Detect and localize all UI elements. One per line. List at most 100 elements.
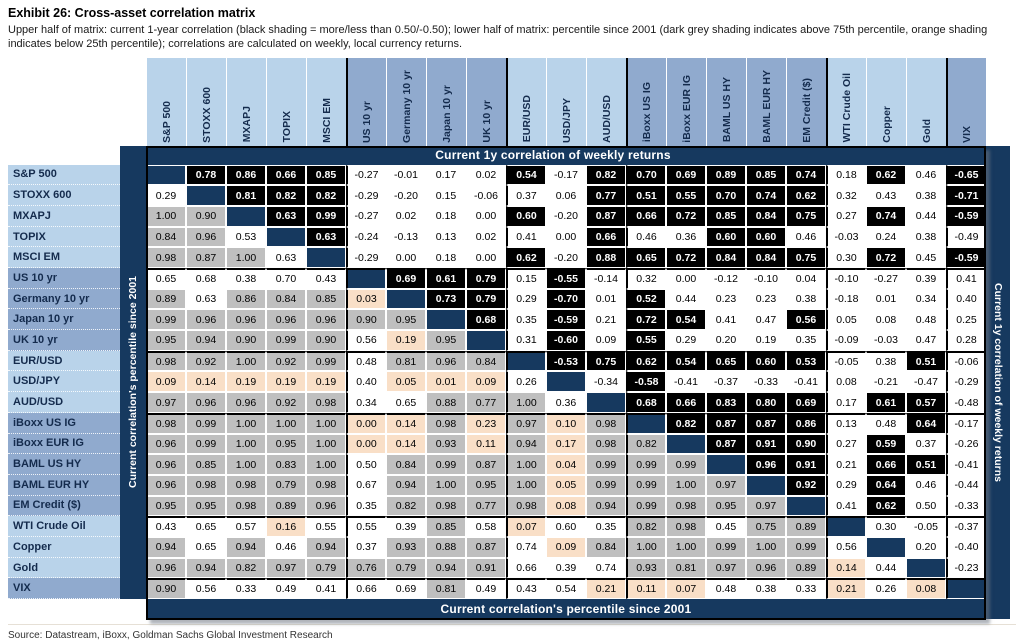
matrix-cell: 0.85 [426, 516, 466, 537]
matrix-cell: 0.37 [346, 536, 386, 558]
row-label: BAML EUR HY [8, 474, 120, 496]
matrix-cell: 0.92 [266, 392, 306, 413]
matrix-cell: 0.68 [626, 392, 666, 413]
matrix-cell: 0.77 [466, 392, 506, 413]
matrix-cell: 0.84 [466, 350, 506, 372]
matrix-cell: 0.97 [746, 495, 786, 517]
matrix-cell: 0.91 [786, 454, 826, 475]
matrix-cell: 0.99 [626, 495, 666, 517]
matrix-cell: 0.96 [226, 309, 266, 331]
matrix-cell: 0.15 [426, 185, 466, 206]
matrix-cell: 0.09 [146, 371, 186, 393]
matrix-cell: 1.00 [226, 433, 266, 455]
column-header-label: EUR/USD [521, 95, 533, 143]
matrix-cell: 0.84 [746, 247, 786, 269]
matrix-cell: -0.10 [746, 268, 786, 289]
matrix-cell: 0.80 [746, 392, 786, 413]
matrix-cell: 0.56 [346, 330, 386, 351]
matrix-cell: 0.97 [706, 474, 746, 496]
matrix-cell: 0.66 [346, 578, 386, 600]
matrix-cell: 0.36 [546, 392, 586, 413]
matrix-cell-diagonal [266, 226, 306, 248]
column-header: iBoxx EUR IG [666, 57, 706, 146]
matrix-cell: 0.64 [866, 474, 906, 496]
matrix-cell: -0.59 [946, 205, 986, 227]
matrix-cell: 0.43 [146, 516, 186, 537]
matrix-cell: 0.41 [506, 226, 546, 248]
matrix-cell: 0.74 [746, 185, 786, 206]
matrix-cell: -0.26 [946, 433, 986, 455]
matrix-cell: 0.08 [826, 371, 866, 393]
matrix-cell: 0.79 [266, 474, 306, 496]
matrix-cell: 0.18 [426, 205, 466, 227]
matrix-cell: 0.70 [706, 185, 746, 206]
matrix-cell: 0.85 [306, 164, 346, 186]
matrix-cell: 0.96 [426, 350, 466, 372]
row-label: iBoxx EUR IG [8, 433, 120, 455]
column-header-label: VIX [961, 125, 973, 143]
row-label: AUD/USD [8, 392, 120, 413]
matrix-cell: 0.90 [226, 330, 266, 351]
matrix-cell: -0.01 [386, 164, 426, 186]
matrix-cell: -0.23 [946, 557, 986, 579]
matrix-cell: 1.00 [666, 474, 706, 496]
column-header-label: Copper [880, 105, 893, 143]
column-header: S&P 500 [146, 57, 186, 146]
matrix-cell: -0.05 [826, 350, 866, 372]
matrix-cell: 0.44 [906, 205, 946, 227]
matrix-cell: 0.91 [466, 557, 506, 579]
matrix-cell: 0.95 [466, 474, 506, 496]
matrix-cell: -0.33 [746, 371, 786, 393]
matrix-cell: 0.02 [466, 164, 506, 186]
left-band-label: Current correlation's percentile since 2… [127, 275, 139, 488]
matrix-cell: 0.17 [546, 433, 586, 455]
matrix-cell: -0.44 [946, 474, 986, 496]
matrix-cell: 0.84 [586, 536, 626, 558]
right-band: Current 1y correlation of weekly returns [986, 145, 1010, 620]
matrix-cell: 0.96 [146, 474, 186, 496]
matrix-cell: 0.94 [506, 433, 546, 455]
matrix-cell: 0.86 [226, 288, 266, 310]
matrix-cell: 0.90 [306, 330, 346, 351]
matrix-cell: 0.84 [386, 454, 426, 475]
matrix-cell: 0.99 [626, 454, 666, 475]
matrix-cell: 0.27 [826, 433, 866, 455]
column-header-label: USD/JPY [560, 97, 573, 143]
matrix-cell-diagonal [706, 454, 746, 475]
matrix-cell: 0.90 [786, 433, 826, 455]
column-header: EUR/USD [506, 57, 546, 146]
matrix-cell: 0.45 [706, 516, 746, 537]
matrix-cell: 1.00 [226, 247, 266, 269]
matrix-cell: 0.95 [706, 495, 746, 517]
matrix-cell: 0.20 [706, 330, 746, 351]
matrix-cell: 0.99 [186, 412, 226, 434]
matrix-cell: 0.97 [266, 557, 306, 579]
matrix-cell: 0.19 [746, 330, 786, 351]
matrix-cell: 0.94 [226, 536, 266, 558]
matrix-cell: -0.48 [946, 392, 986, 413]
matrix-cell: 0.78 [186, 164, 226, 186]
matrix-cell: -0.41 [666, 371, 706, 393]
matrix-cell: 0.06 [546, 185, 586, 206]
row-label: EUR/USD [8, 350, 120, 372]
matrix-cell: -0.29 [946, 371, 986, 393]
matrix-cell: 0.96 [186, 392, 226, 413]
matrix-cell: 0.87 [706, 433, 746, 455]
column-header: WTI Crude Oil [826, 57, 866, 146]
row-label: MSCI EM [8, 247, 120, 269]
matrix-cell: 0.60 [746, 226, 786, 248]
column-header: TOPIX [266, 57, 306, 146]
matrix-cell: 0.85 [306, 288, 346, 310]
matrix-cell: 0.98 [306, 474, 346, 496]
matrix-cell: 0.82 [386, 495, 426, 517]
matrix-cell: 0.48 [346, 350, 386, 372]
matrix-cell: 0.98 [146, 350, 186, 372]
matrix-cell: 0.33 [226, 578, 266, 600]
matrix-cell: 0.69 [386, 268, 426, 289]
matrix-cell: 0.98 [226, 474, 266, 496]
column-header-label: WTI Crude Oil [841, 73, 853, 143]
matrix-cell: 0.34 [906, 288, 946, 310]
matrix-cell: 1.00 [426, 474, 466, 496]
matrix-cell: 0.41 [826, 495, 866, 517]
matrix-cell: 0.38 [906, 226, 946, 248]
